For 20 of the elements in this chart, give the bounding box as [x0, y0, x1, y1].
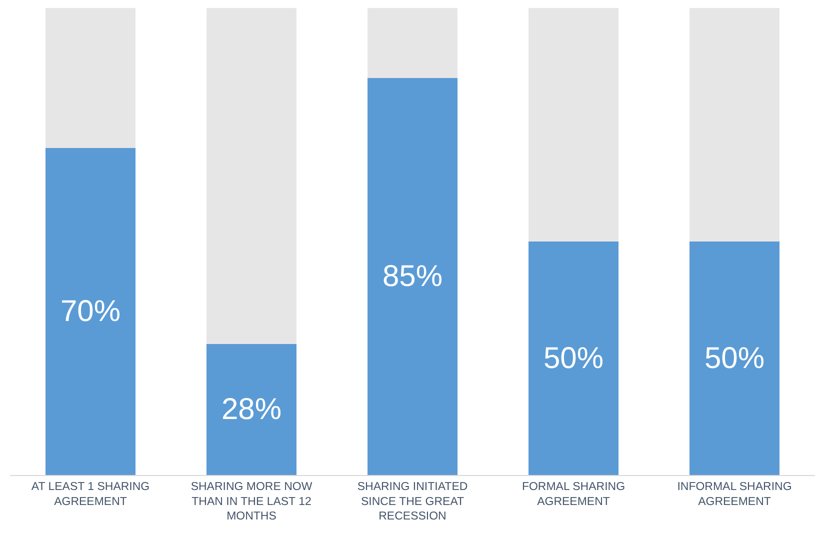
data-label: 70% [60, 295, 121, 328]
data-label: 50% [704, 342, 765, 375]
x-tick-label: SHARING INITIATED SINCE THE GREAT RECESSION [357, 480, 468, 523]
bar [45, 148, 136, 475]
data-label: 85% [382, 260, 443, 294]
bar [367, 78, 458, 475]
x-tick-label: INFORMAL SHARING AGREEMENT [677, 480, 792, 508]
bar [528, 8, 619, 242]
bar [689, 8, 780, 242]
data-label: 50% [543, 342, 604, 375]
data-label: 28% [221, 393, 282, 426]
bar [206, 8, 297, 344]
bar [367, 8, 458, 78]
bar [206, 344, 297, 475]
bar [689, 242, 780, 475]
bar [45, 8, 136, 148]
x-tick-label: AT LEAST 1 SHARING AGREEMENT [31, 480, 150, 508]
x-tick-label: FORMAL SHARING AGREEMENT [522, 480, 626, 508]
bar [528, 242, 619, 475]
x-tick-label: SHARING MORE NOW THAN IN THE LAST 12 MONTHS [190, 480, 312, 523]
